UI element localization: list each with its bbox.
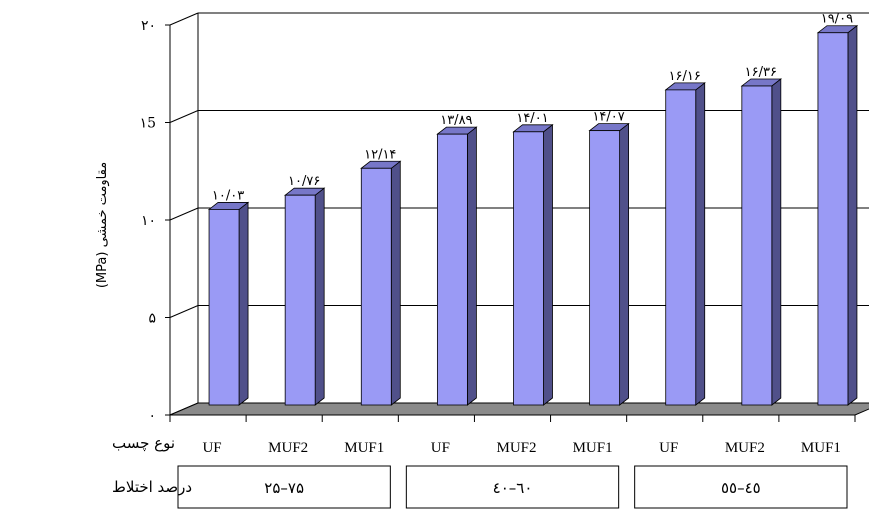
y-axis-label: مقاومت خمشی (MPa) bbox=[95, 162, 110, 288]
category-label: UF bbox=[431, 440, 450, 456]
category-label: MUF1 bbox=[344, 440, 384, 456]
group-label: ٤۰–٦۰ bbox=[493, 479, 533, 497]
bar: ۱۳/۸۹ bbox=[436, 113, 478, 406]
data-label: ۱۶/۳۶ bbox=[745, 65, 777, 80]
bar-side bbox=[543, 123, 553, 406]
bar-side bbox=[695, 82, 706, 406]
bar-side bbox=[771, 78, 782, 406]
category-label: MUF2 bbox=[725, 440, 765, 456]
category-label: MUF2 bbox=[268, 440, 308, 456]
y-tick-label: ۱۰ bbox=[141, 213, 156, 229]
group-box bbox=[405, 465, 620, 509]
group-label: ٤٥–٥٥ bbox=[721, 479, 761, 497]
bar-front bbox=[284, 194, 316, 406]
bar: ۱۶/۳۶ bbox=[740, 65, 782, 406]
y-axis: ۰ ۵ ۱۰ ۱5 ۲۰ bbox=[140, 18, 170, 424]
bar-side bbox=[466, 126, 477, 406]
bar-front bbox=[817, 32, 849, 406]
bar-side bbox=[390, 160, 401, 406]
x-axis: UF MUF2 MUF1 UF MUF2 MUF1 UF MUF2 MUF1 bbox=[169, 414, 856, 456]
category-label: MUF1 bbox=[573, 440, 613, 456]
gridline-side bbox=[169, 110, 199, 123]
data-label: ۱۶/۱۶ bbox=[669, 69, 701, 84]
data-label: ۱۴/۰۷ bbox=[592, 110, 624, 125]
category-label: UF bbox=[202, 440, 221, 456]
bar: ۱۶/۱۶ bbox=[664, 69, 706, 406]
bars: ۱۰/۰۳ ۱۰/۷۶ ۱۲/۱۴ ۱۳/۸۹ ۱۴/۰۱ ۱۴/۰۷ ۱۶/۱۶ ۱۶/۳۶… bbox=[207, 12, 859, 406]
data-label: ۱۹/۰۹ bbox=[821, 12, 853, 27]
group-boxes: ۲۵–۷۵ ٤۰–٦۰ ٤٥–٥٥ bbox=[177, 465, 848, 509]
bar-front bbox=[360, 167, 392, 406]
bar-front bbox=[436, 133, 468, 406]
bar-side bbox=[847, 24, 858, 406]
category-label: MUF1 bbox=[801, 440, 841, 456]
data-label: ۱۳/۸۹ bbox=[440, 113, 472, 128]
bar: ۱۲/۱۴ bbox=[360, 147, 402, 406]
bar-front bbox=[741, 85, 773, 406]
data-label: ۱۰/۰۳ bbox=[212, 188, 244, 203]
data-label: ۱۲/۱۴ bbox=[364, 147, 396, 162]
bar-front bbox=[208, 209, 240, 406]
gridline-side bbox=[169, 305, 199, 318]
group-label: ۲۵–۷۵ bbox=[264, 479, 304, 497]
bar-side bbox=[314, 187, 325, 406]
category-label: UF bbox=[659, 440, 678, 456]
gridline-side bbox=[169, 12, 199, 26]
y-tick-label: ۱5 bbox=[140, 116, 156, 132]
bar-side bbox=[238, 201, 249, 406]
bar-front bbox=[589, 130, 621, 406]
group-box bbox=[634, 465, 848, 509]
bar: ۱۹/۰۹ bbox=[816, 12, 859, 406]
group-box bbox=[177, 465, 391, 509]
data-label: ۱۴/۰۱ bbox=[516, 111, 548, 126]
data-label: ۱۰/۷۶ bbox=[288, 174, 320, 189]
gridline-side bbox=[169, 207, 199, 221]
bar-side bbox=[619, 122, 630, 406]
bar-front bbox=[665, 89, 697, 406]
category-label: MUF2 bbox=[496, 440, 536, 456]
y-tick-label: ۰ bbox=[148, 408, 156, 424]
group-axis-title: درصد اختلاط bbox=[112, 478, 192, 496]
bar: ۱۰/۰۳ bbox=[207, 188, 250, 406]
y-tick-label: ۵ bbox=[148, 311, 156, 327]
bar: ۱۰/۷۶ bbox=[284, 174, 326, 406]
bar-front bbox=[513, 131, 544, 406]
y-tick-label: ۲۰ bbox=[141, 18, 156, 34]
category-axis-title: نوع چسب bbox=[112, 434, 175, 452]
bar: ۱۴/۰۱ bbox=[512, 111, 554, 406]
bar: ۱۴/۰۷ bbox=[588, 110, 630, 406]
